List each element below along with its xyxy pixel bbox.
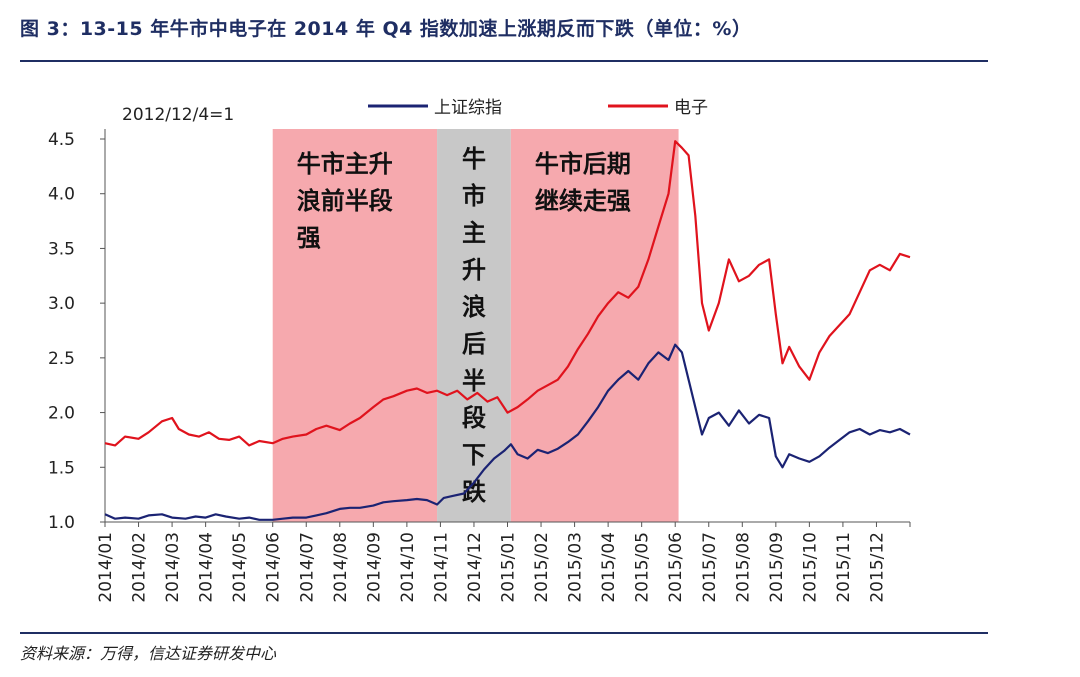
- axes: 1.0 1.5 2.0 2.5 3.0 3.5 4.0 4.5 2014/01 2014/02 20…: [48, 129, 911, 603]
- x-tick-label: 2014/12: [465, 532, 485, 603]
- y-tick-label: 3.0: [48, 294, 75, 314]
- band-1: [272, 129, 438, 522]
- band-2-label-9: 下: [462, 441, 486, 469]
- y-tick-label: 1.5: [48, 458, 75, 478]
- band-2-label-1: 牛: [462, 145, 486, 173]
- y-tick-label: 2.5: [48, 349, 75, 369]
- x-tick-label: 2014/11: [431, 532, 451, 603]
- x-tick-label: 2015/09: [767, 532, 787, 603]
- band-3: [510, 129, 679, 522]
- x-tick-label: 2015/06: [666, 532, 686, 603]
- bottom-rule: [20, 632, 988, 634]
- x-tick-label: 2015/08: [733, 532, 753, 603]
- x-tick-label: 2015/04: [599, 532, 619, 603]
- x-tick-label: 2014/04: [197, 532, 217, 603]
- series-line-electronics: [104, 140, 911, 447]
- band-2-label-2: 市: [462, 182, 486, 210]
- x-tick-label: 2014/08: [331, 532, 351, 603]
- x-tick-label: 2015/02: [532, 532, 552, 603]
- band-1-label-2: 浪前半段: [297, 187, 393, 215]
- band-2-label-4: 升: [462, 256, 486, 284]
- series-lines: [104, 140, 911, 521]
- x-tick-label: 2014/01: [96, 532, 116, 603]
- x-tick-label: 2014/05: [230, 532, 250, 603]
- base-annotation: 2012/12/4=1: [122, 105, 234, 125]
- x-tick-label: 2014/07: [297, 532, 317, 603]
- band-2: [437, 129, 511, 522]
- legend-label-2: 电子: [674, 98, 708, 118]
- x-tick-label: 2015/01: [499, 532, 519, 603]
- band-2-label-5: 浪: [462, 293, 486, 321]
- x-tick-label: 2014/06: [264, 532, 284, 603]
- x-tick-label: 2014/03: [163, 532, 183, 603]
- x-tick-label: 2015/10: [800, 532, 820, 603]
- x-tick-label: 2014/10: [398, 532, 418, 603]
- x-tick-label: 2014/02: [130, 532, 150, 603]
- chart-title: 图 3：13-15 年牛市中电子在 2014 年 Q4 指数加速上涨期反而下跌（…: [20, 18, 752, 40]
- band-2-label-8: 段: [462, 404, 486, 432]
- x-tick-label: 2015/07: [700, 532, 720, 603]
- y-tick-label: 4.5: [48, 130, 75, 150]
- legend: 上证综指 电子: [368, 98, 708, 118]
- y-tick-label: 3.5: [48, 239, 75, 259]
- y-tick-label: 1.0: [48, 513, 75, 533]
- band-1-label-1: 牛市主升: [297, 150, 393, 178]
- band-2-label-6: 后: [462, 330, 486, 358]
- band-2-label-3: 主: [462, 219, 486, 247]
- x-tick-label: 2014/09: [364, 532, 384, 603]
- band-1-label-3: 强: [297, 224, 321, 252]
- series-line-sse: [104, 343, 911, 521]
- y-tick-label: 4.0: [48, 185, 75, 205]
- legend-label-1: 上证综指: [434, 98, 502, 118]
- x-tick-label: 2015/12: [867, 532, 887, 603]
- band-3-label-2: 继续走强: [535, 187, 631, 215]
- band-2-label-7: 半: [462, 367, 486, 395]
- x-tick-label: 2015/11: [834, 532, 854, 603]
- x-tick-label: 2015/03: [566, 532, 586, 603]
- top-rule: [20, 60, 988, 62]
- source-note: 资料来源：万得，信达证券研发中心: [20, 644, 277, 663]
- band-3-label-1: 牛市后期: [535, 150, 631, 178]
- y-tick-label: 2.0: [48, 404, 75, 424]
- x-tick-label: 2015/05: [633, 532, 653, 603]
